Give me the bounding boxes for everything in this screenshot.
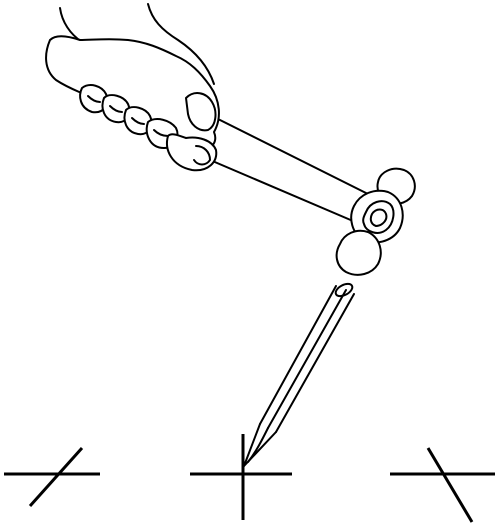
cross-mark-center bbox=[190, 434, 292, 520]
hammer-head bbox=[335, 167, 416, 276]
cross-mark-left bbox=[4, 446, 100, 508]
hand bbox=[45, 35, 220, 172]
punch-tool bbox=[243, 282, 355, 467]
cross-mark-right bbox=[390, 447, 495, 523]
